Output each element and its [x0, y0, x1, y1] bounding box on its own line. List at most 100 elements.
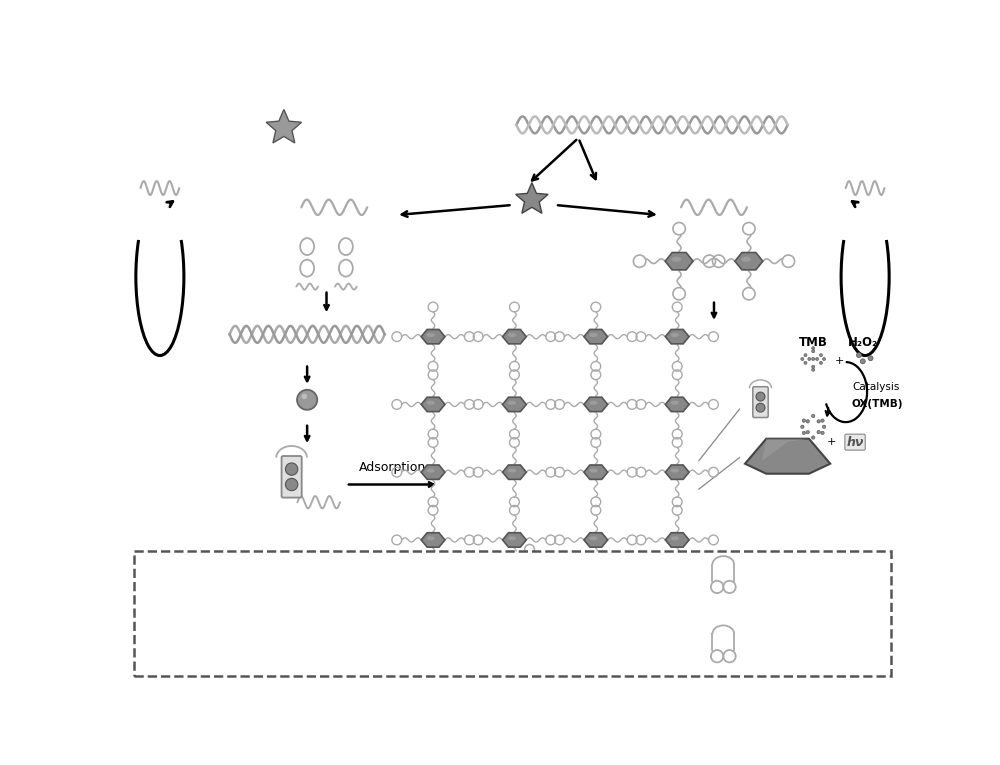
Text: Probe 2: Probe 2 — [185, 603, 230, 616]
Circle shape — [756, 403, 765, 412]
Polygon shape — [516, 183, 548, 213]
Circle shape — [819, 353, 822, 356]
Polygon shape — [735, 252, 763, 270]
Circle shape — [811, 436, 815, 439]
Circle shape — [811, 415, 815, 418]
Circle shape — [817, 420, 820, 423]
Ellipse shape — [508, 536, 516, 540]
Polygon shape — [503, 532, 526, 547]
Polygon shape — [584, 397, 608, 412]
Circle shape — [868, 356, 873, 360]
Polygon shape — [584, 532, 608, 547]
Polygon shape — [503, 465, 526, 480]
Circle shape — [309, 636, 325, 652]
Bar — [134, 552, 891, 676]
Ellipse shape — [589, 468, 598, 473]
Circle shape — [756, 392, 765, 401]
Ellipse shape — [671, 333, 679, 337]
Ellipse shape — [671, 536, 679, 540]
Polygon shape — [762, 438, 809, 461]
Text: OX(TMB): OX(TMB) — [852, 399, 903, 409]
Polygon shape — [266, 109, 302, 143]
Ellipse shape — [427, 536, 435, 540]
Text: HP3: HP3 — [747, 568, 770, 581]
Polygon shape — [421, 330, 445, 343]
Polygon shape — [421, 532, 445, 547]
Polygon shape — [519, 568, 540, 581]
Ellipse shape — [427, 468, 435, 473]
Text: Kana-aptamer: Kana-aptamer — [193, 637, 277, 650]
Ellipse shape — [671, 257, 681, 262]
Circle shape — [806, 431, 809, 434]
Polygon shape — [745, 438, 830, 474]
Circle shape — [285, 478, 298, 490]
Text: G-quadruplex: G-quadruplex — [348, 568, 429, 581]
Polygon shape — [305, 597, 329, 619]
Circle shape — [301, 393, 307, 399]
Ellipse shape — [508, 333, 516, 337]
Polygon shape — [665, 465, 689, 480]
Circle shape — [812, 357, 815, 360]
Circle shape — [802, 419, 806, 422]
Circle shape — [821, 419, 824, 422]
Ellipse shape — [427, 401, 435, 405]
Text: +: + — [827, 437, 836, 448]
Text: TMB: TMB — [799, 336, 828, 349]
Circle shape — [819, 361, 822, 364]
Text: HP4: HP4 — [747, 637, 770, 650]
Text: LDOs-HP2: LDOs-HP2 — [564, 637, 623, 650]
Polygon shape — [665, 330, 689, 343]
Circle shape — [812, 365, 815, 368]
Text: K$^+$: K$^+$ — [333, 636, 350, 652]
Polygon shape — [421, 397, 445, 412]
Circle shape — [801, 357, 804, 360]
Circle shape — [804, 361, 807, 364]
FancyBboxPatch shape — [753, 387, 768, 418]
Ellipse shape — [508, 468, 516, 473]
Text: Probe 1: Probe 1 — [185, 568, 230, 581]
Text: LDOs-HP1: LDOs-HP1 — [564, 568, 623, 581]
Text: +: + — [835, 356, 844, 366]
Text: H₂O₂: H₂O₂ — [848, 336, 878, 349]
Polygon shape — [665, 252, 693, 270]
Ellipse shape — [524, 640, 531, 644]
Circle shape — [808, 357, 811, 360]
Circle shape — [812, 350, 815, 353]
Polygon shape — [584, 330, 608, 343]
Circle shape — [822, 425, 826, 428]
Circle shape — [285, 463, 298, 475]
Ellipse shape — [671, 401, 679, 405]
Circle shape — [817, 431, 820, 434]
Circle shape — [313, 576, 322, 584]
Polygon shape — [665, 532, 689, 547]
Text: Adsorption: Adsorption — [359, 461, 426, 474]
Text: Kanamycin: Kanamycin — [339, 603, 404, 616]
Polygon shape — [665, 397, 689, 412]
Circle shape — [313, 639, 317, 643]
Text: hν: hν — [846, 435, 864, 448]
Ellipse shape — [741, 257, 751, 262]
Circle shape — [816, 357, 819, 360]
Circle shape — [856, 353, 861, 357]
Polygon shape — [503, 330, 526, 343]
FancyBboxPatch shape — [310, 559, 325, 590]
FancyBboxPatch shape — [282, 456, 302, 497]
Circle shape — [823, 357, 826, 360]
Text: Catalysis: Catalysis — [852, 382, 899, 392]
Ellipse shape — [589, 333, 598, 337]
Ellipse shape — [671, 468, 679, 473]
Ellipse shape — [524, 571, 531, 575]
Polygon shape — [519, 637, 540, 651]
Circle shape — [313, 565, 322, 574]
Ellipse shape — [589, 401, 598, 405]
Circle shape — [812, 347, 815, 350]
Polygon shape — [584, 465, 608, 480]
Circle shape — [802, 431, 806, 435]
Circle shape — [821, 431, 824, 435]
Circle shape — [860, 359, 865, 364]
Polygon shape — [421, 465, 445, 480]
Polygon shape — [503, 397, 526, 412]
Circle shape — [804, 353, 807, 356]
Ellipse shape — [508, 401, 516, 405]
Circle shape — [297, 390, 317, 410]
